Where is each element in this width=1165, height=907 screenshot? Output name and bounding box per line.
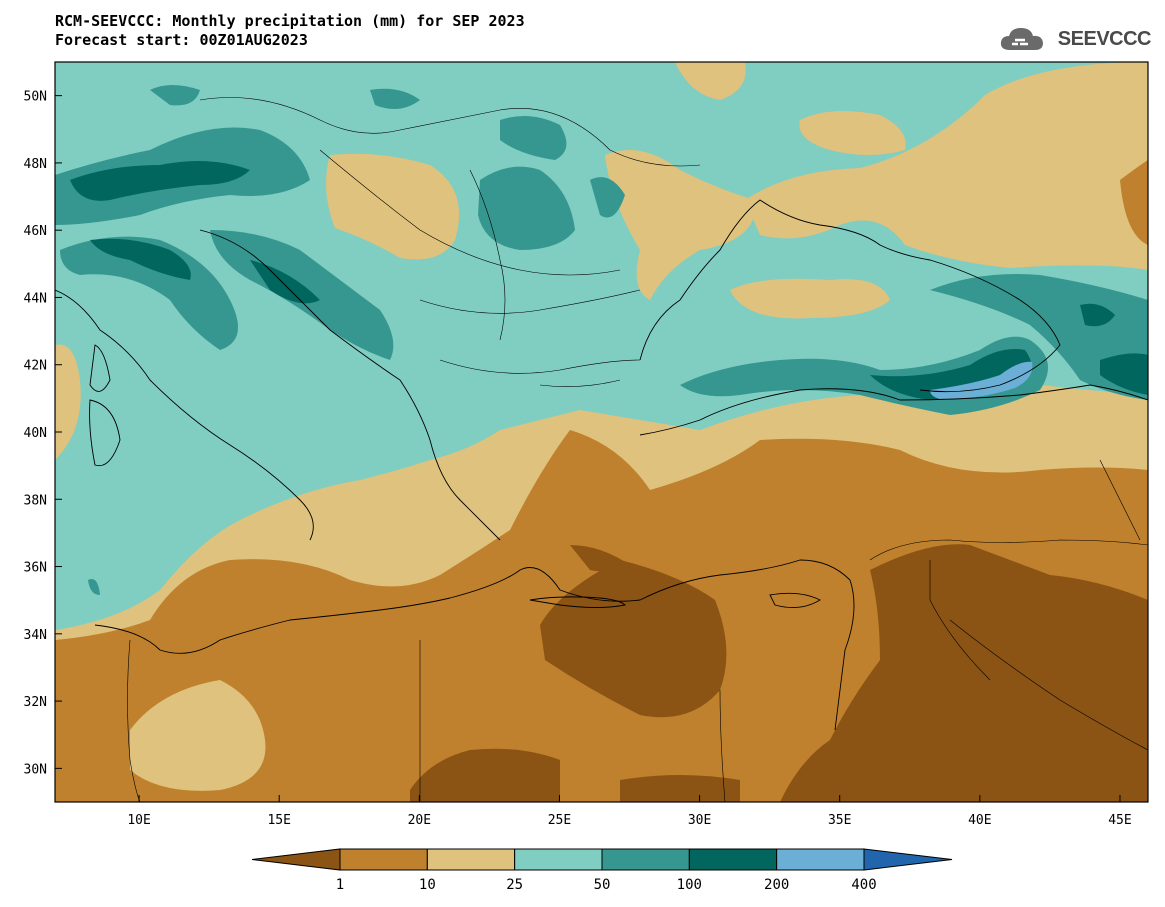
y-tick-label: 42N [24,359,47,374]
band-lt-1 [780,544,1148,802]
colorbar-segment [339,848,428,871]
colorbar-segment [601,848,690,871]
y-tick-label: 40N [24,426,47,441]
y-tick-label: 32N [24,695,47,710]
band-50-100 [150,85,200,106]
colorbar-label: 1 [336,877,344,893]
colorbar-segment [251,848,341,871]
country-borders [127,97,1148,802]
band-100-200 [1080,303,1115,327]
band-10-25 [55,344,81,460]
band-10-25 [675,62,746,100]
band-100-200 [70,161,250,201]
y-tick-label: 44N [24,291,47,306]
colorbar: 1 10 25 50 100 200 400 [251,848,953,893]
colorbar-label: 25 [506,877,523,893]
colorbar-segment [863,848,953,871]
band-50-100 [60,236,238,350]
colorbar-segment [426,848,516,871]
y-tick-label: 38N [24,493,47,508]
map-title: RCM-SEEVCCC: Monthly precipitation (mm) … [55,12,525,50]
band-10-25 [730,278,890,319]
band-lt-1 [410,748,560,802]
band-1-10 [1120,160,1148,245]
x-tick-label: 10E [127,813,150,828]
band-50-100 [88,579,100,595]
y-axis: 50N 48N 46N 44N 42N 40N 38N 36N 34N 32N 30N [24,90,62,777]
coastlines [55,199,1148,731]
band-50-100 [478,166,575,250]
y-tick-label: 36N [24,561,47,576]
band-10-25 [605,150,756,300]
x-tick-label: 20E [408,813,431,828]
band-100-200 [90,238,191,280]
y-tick-label: 30N [24,762,47,777]
y-tick-label: 50N [24,90,47,105]
colorbar-label: 50 [594,877,611,893]
colorbar-label: 200 [764,877,789,893]
y-tick-label: 46N [24,224,47,239]
colorbar-segment [688,848,778,871]
band-100-200 [250,260,320,304]
band-lt-1 [570,545,630,572]
colorbar-label: 100 [677,877,702,893]
x-tick-label: 40E [968,813,991,828]
colorbar-label: 400 [851,877,876,893]
x-tick-label: 25E [548,813,571,828]
precipitation-field [55,62,1148,802]
band-lt-1 [620,775,740,802]
colorbar-segment [776,848,865,871]
title-line-1: RCM-SEEVCCC: Monthly precipitation (mm) … [55,12,525,30]
title-line-2: Forecast start: 00Z01AUG2023 [55,31,308,49]
colorbar-segment [514,848,603,871]
y-tick-label: 34N [24,628,47,643]
band-200-400 [930,361,1033,400]
x-tick-label: 30E [688,813,711,828]
band-10-25 [799,111,906,155]
x-tick-label: 15E [267,813,290,828]
y-tick-label: 48N [24,157,47,172]
cloud-icon [1000,28,1043,50]
band-lt-1 [540,560,727,718]
band-10-25 [745,62,1148,270]
band-100-200 [1100,353,1148,395]
band-50-100 [590,177,625,218]
x-tick-label: 35E [828,813,851,828]
x-tick-label: 45E [1108,813,1131,828]
logo-text: SEEVCCC [1057,27,1152,50]
band-50-100 [500,116,567,160]
band-50-100 [370,88,420,109]
x-axis: 10E 15E 20E 25E 30E 35E 40E 45E [127,795,1132,828]
seevccc-logo: SEEVCCC [998,24,1152,54]
colorbar-label: 10 [419,877,436,893]
band-10-25 [130,680,266,791]
